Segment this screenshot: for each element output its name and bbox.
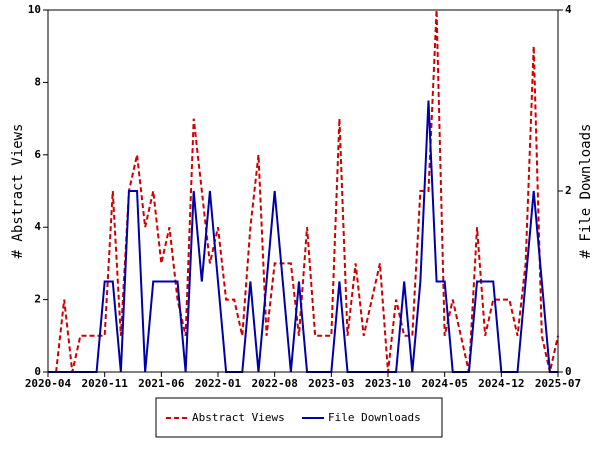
y-tick-label: 6 [34,148,41,161]
y2-tick-label: 0 [565,365,572,378]
plot-frame [47,9,559,373]
x-tick-label: 2024-12 [478,377,524,390]
legend-box [155,397,443,438]
x-tick-label: 2023-10 [365,377,411,390]
x-tick-label: 2025-07 [535,377,581,390]
y-axis-title: # Abstract Views [10,124,26,259]
legend-label: Abstract Views [192,411,285,424]
x-tick-label: 2022-01 [195,377,242,390]
x-tick-label: 2020-11 [81,377,128,390]
y2-tick-label: 2 [565,184,572,197]
series-line [48,9,559,373]
y-tick-label: 0 [34,365,41,378]
y-tick-label: 4 [34,220,41,233]
x-tick-label: 2024-05 [421,377,467,390]
x-tick-label: 2021-06 [138,377,185,390]
x-tick-label: 2023-03 [308,377,354,390]
x-tick-label: 2022-08 [251,377,297,390]
series-line [48,100,558,373]
y2-tick-label: 4 [565,3,572,16]
y-tick-label: 10 [28,3,41,16]
x-tick-label: 2020-04 [25,377,72,390]
y2-axis-title: # File Downloads [578,124,594,259]
y-tick-label: 2 [34,293,41,306]
legend-label: File Downloads [328,411,421,424]
y-tick-label: 8 [34,75,41,88]
